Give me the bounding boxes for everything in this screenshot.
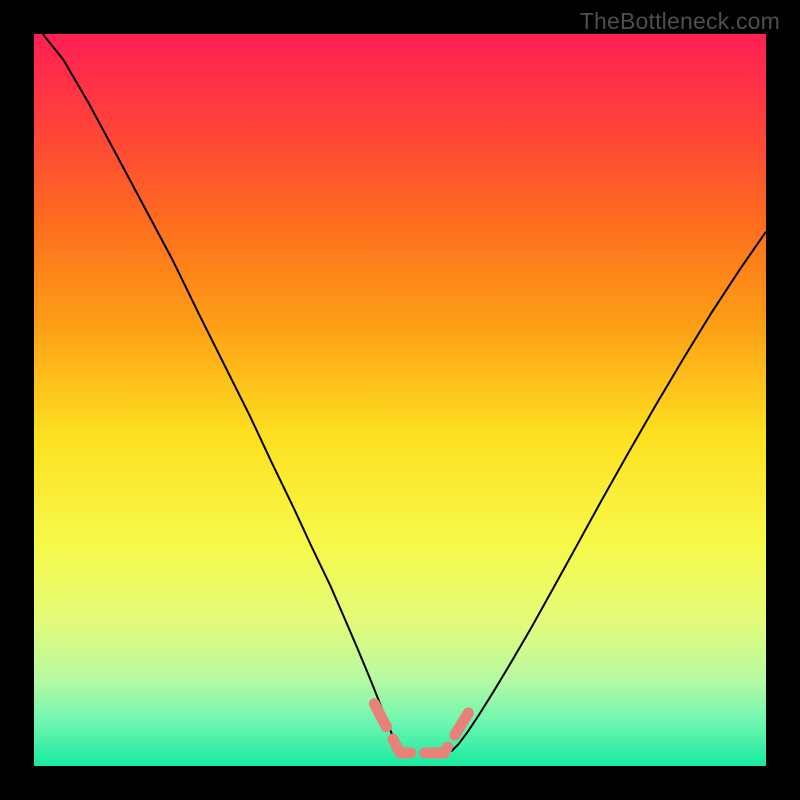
watermark-text: TheBottleneck.com [580,8,780,35]
gradient-background [34,34,766,766]
plot-area [34,34,766,766]
